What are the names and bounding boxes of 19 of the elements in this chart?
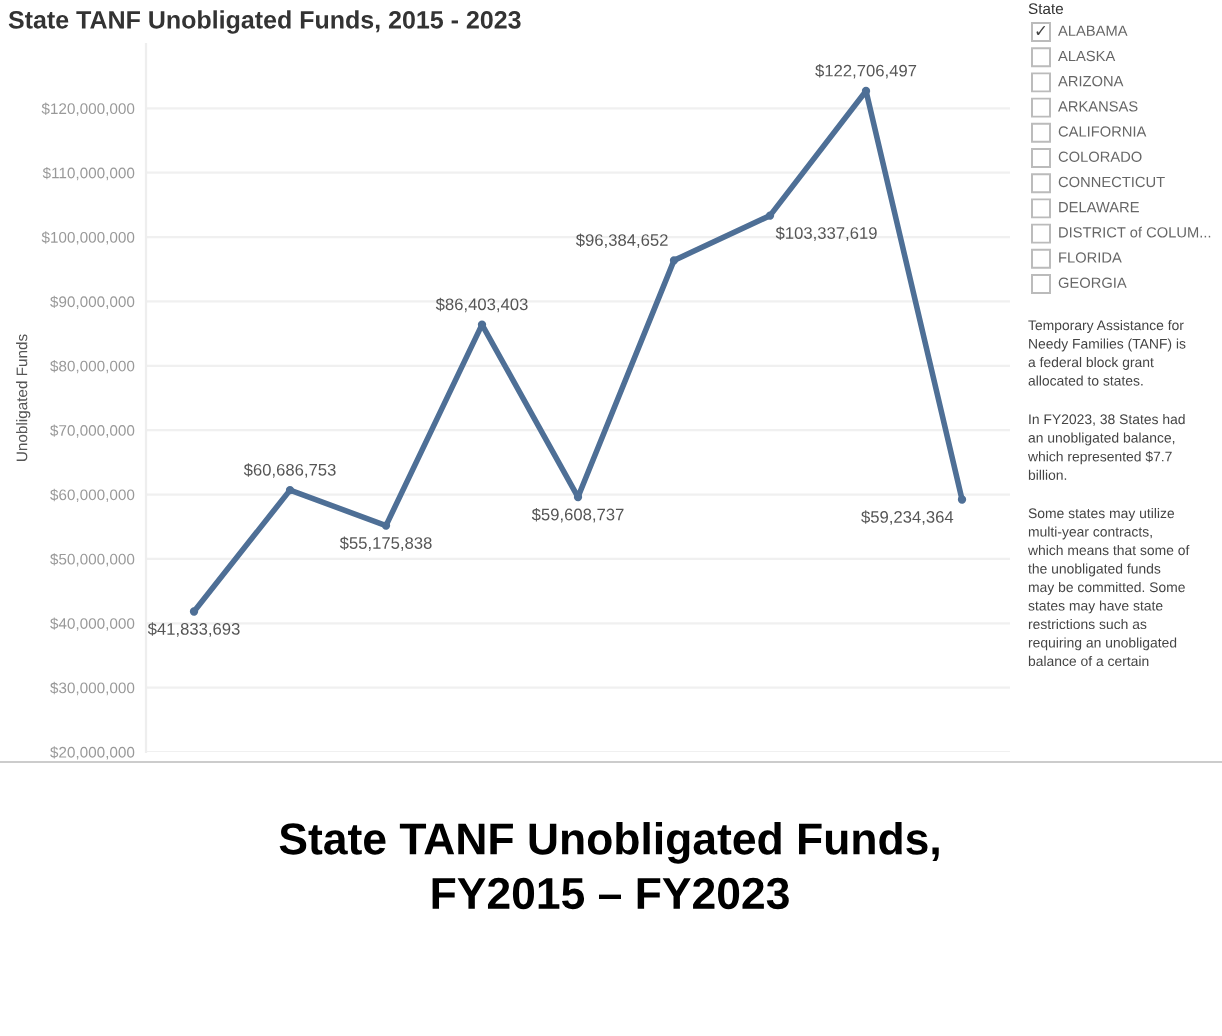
- point: [957, 495, 967, 504]
- text: State TANF Unobligated Funds, FY2015 – FY2023: [279, 822, 939, 910]
- text: $86,403,403: [435, 297, 528, 313]
- point: [381, 521, 391, 530]
- text: $59,234,364: [861, 510, 954, 525]
- text: $41,833,693: [147, 622, 240, 637]
- line-series: [189, 86, 967, 616]
- text: $96,384,652: [575, 233, 668, 248]
- text: $55,175,838: [339, 536, 432, 551]
- text: $103,337,619: [775, 226, 877, 241]
- point: [285, 485, 295, 495]
- chart-title: State TANF Unobligated Funds, 2015 - 2023: [8, 10, 521, 34]
- text: $59,608,737: [531, 507, 624, 523]
- point: [765, 211, 775, 220]
- text: $122,706,497: [815, 64, 917, 79]
- point: [189, 607, 199, 616]
- point: [669, 256, 679, 265]
- text: ✓: [1036, 26, 1046, 35]
- text: $60,686,753: [243, 463, 336, 478]
